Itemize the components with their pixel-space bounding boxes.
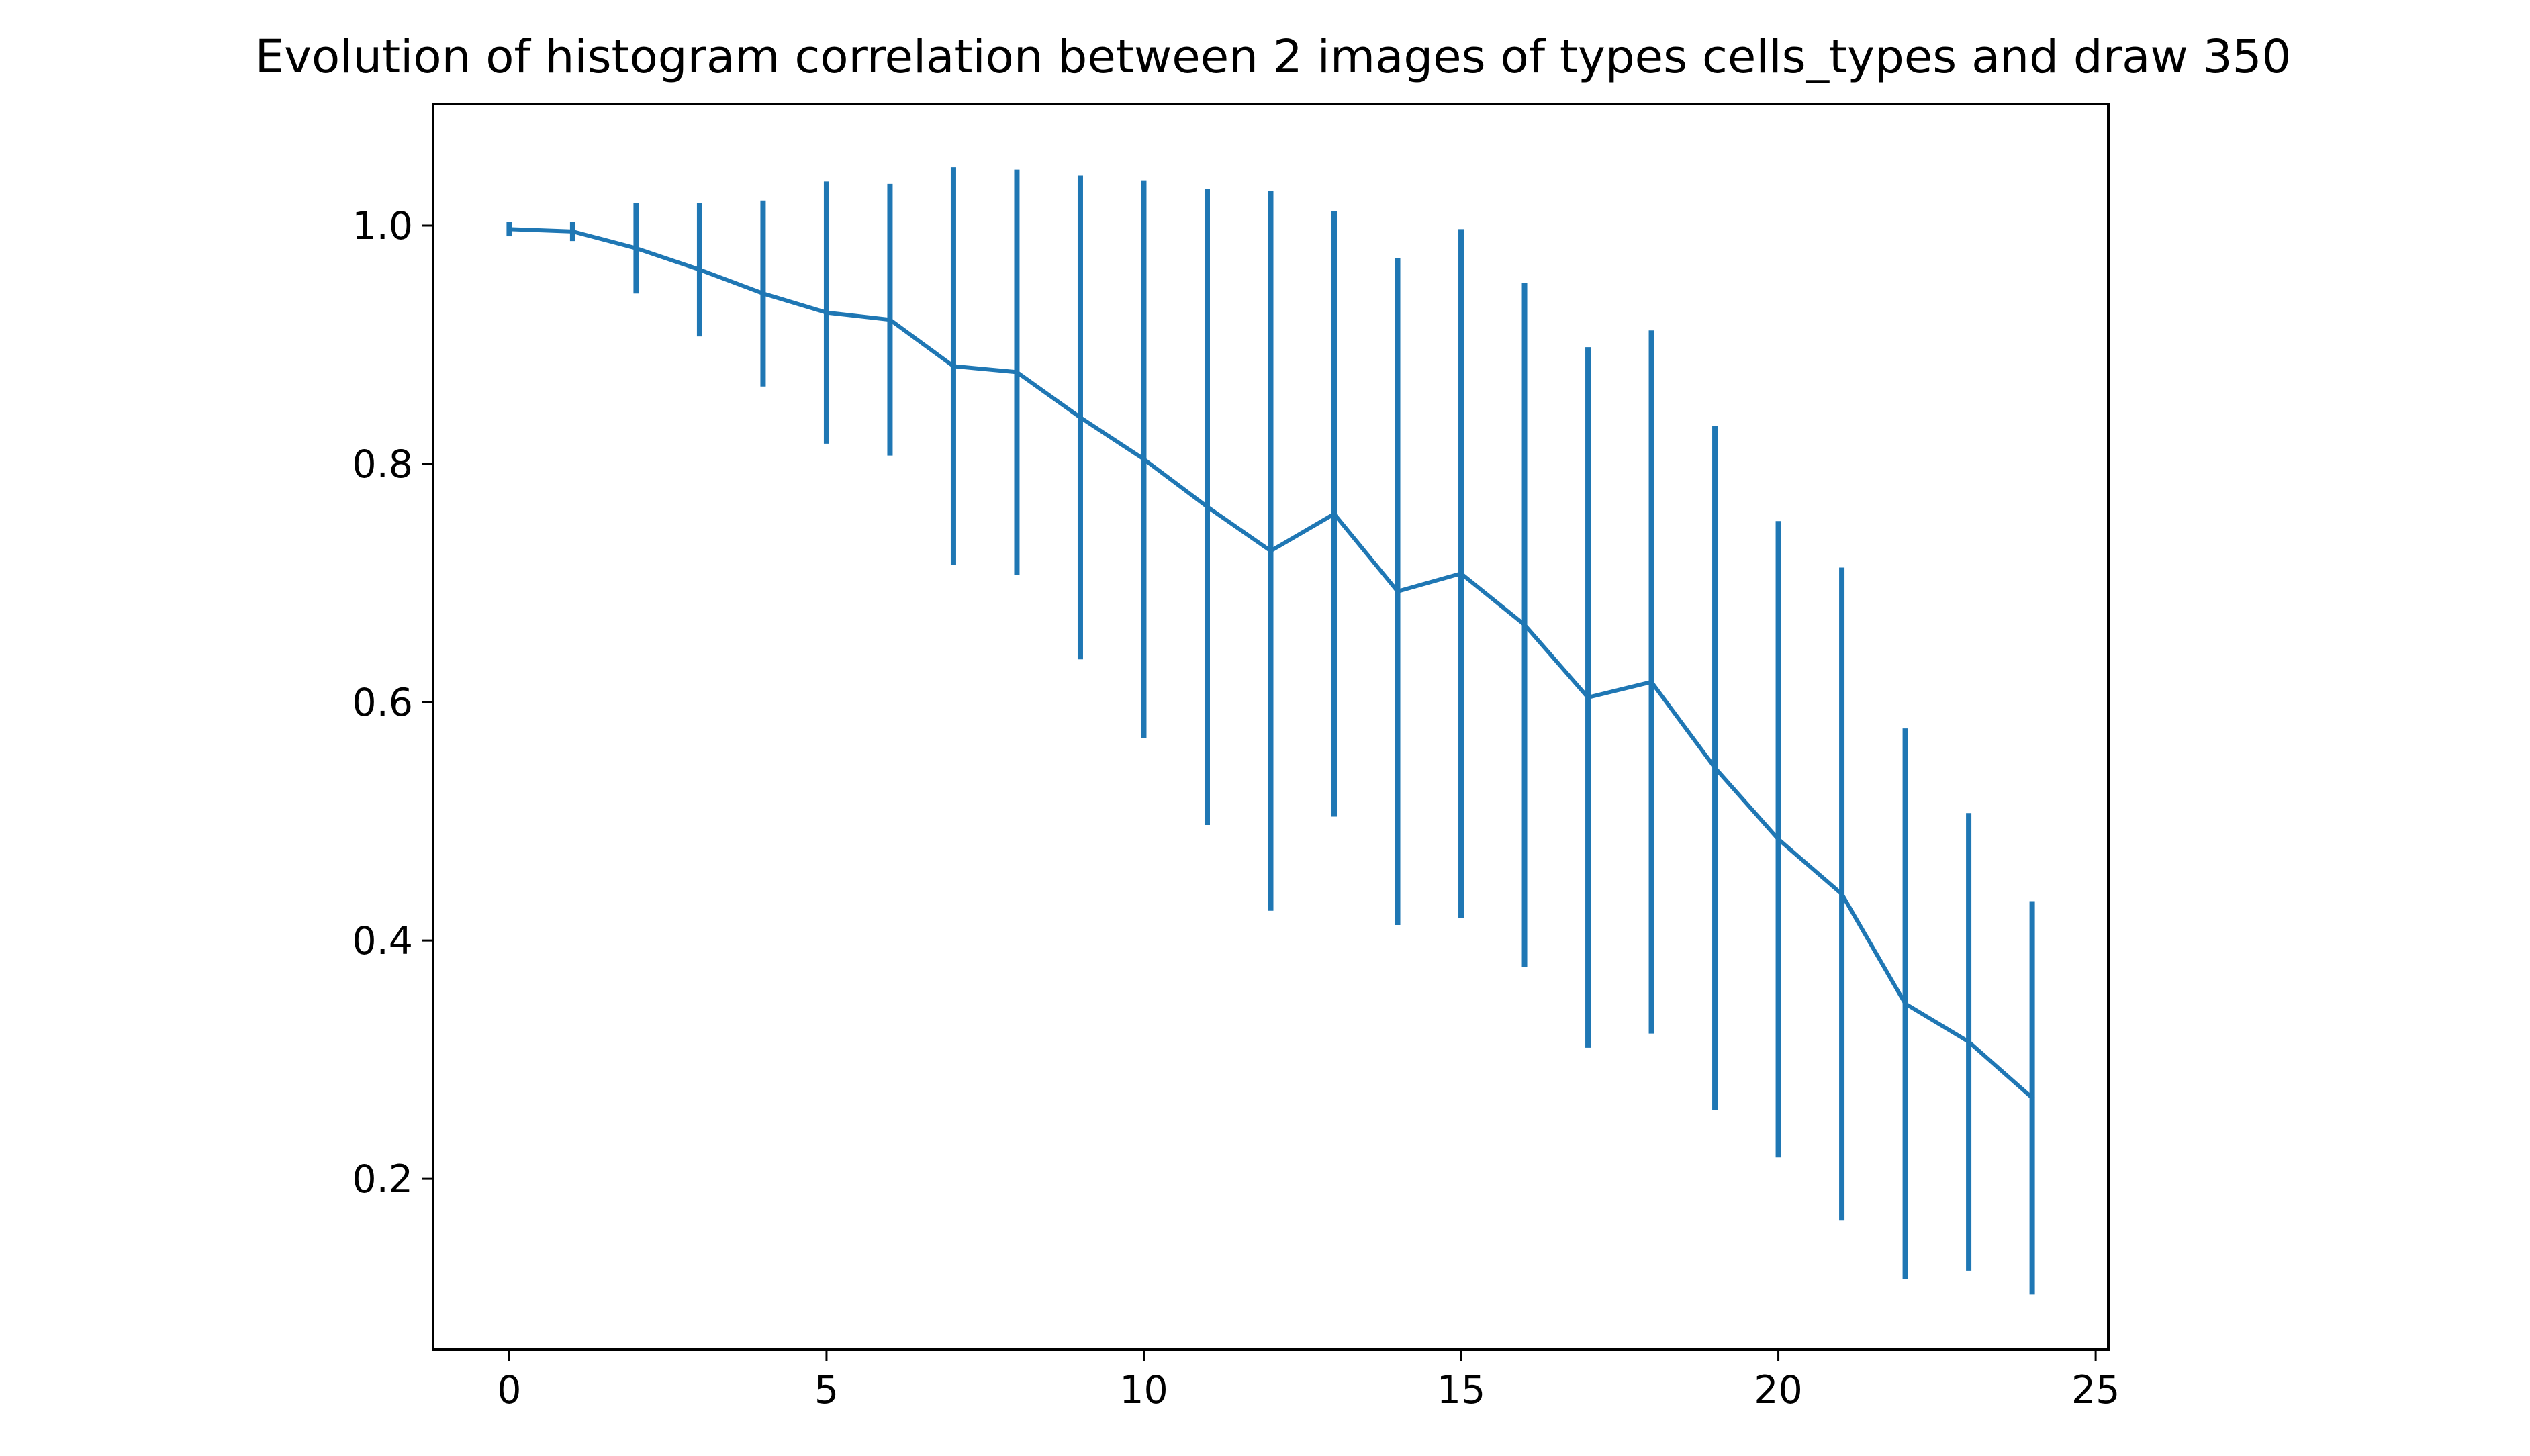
y-tick-label: 0.6	[352, 681, 413, 725]
y-tick-label: 0.8	[352, 442, 413, 487]
y-axis-ticks: 0.2 0.4 0.6 0.8 1.0	[352, 204, 433, 1202]
x-axis-ticks: 0 5 10 15 20 25	[497, 1349, 2120, 1412]
plot-frame	[432, 103, 2110, 1351]
x-tick-label: 10	[1119, 1368, 1168, 1412]
series-line	[507, 227, 2035, 1101]
plot-content	[506, 167, 2035, 1295]
x-tick-label: 15	[1437, 1368, 1486, 1412]
x-tick-label: 25	[2071, 1368, 2120, 1412]
y-tick-label: 0.4	[352, 919, 413, 963]
y-tick-label: 1.0	[352, 204, 413, 248]
chart-title: Evolution of histogram correlation betwe…	[255, 30, 2292, 84]
x-tick-label: 20	[1754, 1368, 1803, 1412]
x-tick-label: 5	[814, 1368, 839, 1412]
x-tick-label: 0	[497, 1368, 521, 1412]
y-tick-label: 0.2	[352, 1157, 413, 1202]
